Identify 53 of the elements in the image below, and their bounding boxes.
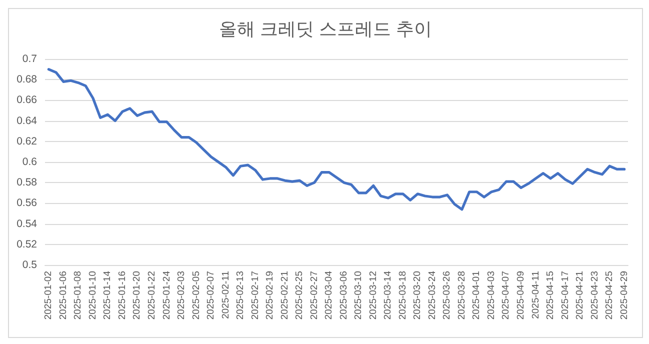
x-tick-label: 2025-03-14 xyxy=(382,271,394,320)
x-tick-label: 2025-03-28 xyxy=(456,271,468,320)
x-tick-label: 2025-03-10 xyxy=(353,271,364,320)
x-tick-label: 2025-03-20 xyxy=(412,271,424,320)
x-tick-label: 2025-04-11 xyxy=(530,271,542,319)
x-tick-label: 2025-04-07 xyxy=(500,271,512,320)
y-tick-label: 0.66 xyxy=(16,94,38,106)
x-tick-label: 2025-04-15 xyxy=(545,271,556,320)
x-tick-label: 2025-02-11 xyxy=(220,271,232,319)
x-tick-label: 2025-01-14 xyxy=(102,271,114,320)
x-tick-label: 2025-04-21 xyxy=(574,271,586,320)
x-tick-label: 2025-03-06 xyxy=(338,271,350,320)
x-tick-label: 2025-04-01 xyxy=(471,271,482,320)
x-tick-label: 2025-03-24 xyxy=(426,271,438,320)
x-tick-label: 2025-03-12 xyxy=(368,271,379,320)
x-tick-label: 2025-03-04 xyxy=(324,271,335,320)
x-tick-label: 2025-04-29 xyxy=(618,271,630,320)
y-tick-label: 0.68 xyxy=(16,74,38,86)
x-tick-label: 2025-03-18 xyxy=(397,271,408,320)
y-tick-label: 0.64 xyxy=(16,114,38,127)
y-tick-label: 0.5 xyxy=(22,259,38,271)
x-tick-label: 2025-04-25 xyxy=(604,271,616,320)
x-tick-label: 2025-01-16 xyxy=(116,271,128,320)
x-tick-label: 2025-04-17 xyxy=(560,271,571,320)
x-tick-label: 2025-02-17 xyxy=(250,271,261,320)
x-tick-label: 2025-02-13 xyxy=(235,271,246,320)
x-tick-label: 2025-02-03 xyxy=(176,271,188,320)
x-tick-label: 2025-01-02 xyxy=(43,271,54,320)
x-tick-label: 2025-02-05 xyxy=(190,271,202,320)
y-tick-label: 0.7 xyxy=(22,53,38,65)
x-tick-label: 2025-04-03 xyxy=(486,271,497,320)
x-tick-label: 2025-01-20 xyxy=(132,271,143,320)
x-tick-label: 2025-02-19 xyxy=(264,271,276,320)
y-tick-label: 0.62 xyxy=(16,135,38,148)
x-tick-label: 2025-01-22 xyxy=(146,271,158,320)
x-tick-label: 2025-04-09 xyxy=(515,271,526,320)
y-tick-label: 0.52 xyxy=(16,238,38,250)
x-tick-label: 2025-01-08 xyxy=(72,271,84,320)
x-tick-label: 2025-02-27 xyxy=(308,271,320,320)
x-tick-label: 2025-01-24 xyxy=(161,271,172,320)
y-tick-label: 0.56 xyxy=(16,197,38,210)
x-tick-label: 2025-02-25 xyxy=(294,271,306,320)
y-tick-label: 0.54 xyxy=(16,218,38,230)
y-tick-label: 0.6 xyxy=(22,156,38,168)
x-tick-label: 2025-02-21 xyxy=(279,271,290,320)
x-tick-label: 2025-03-26 xyxy=(442,271,453,320)
chart-title: 올해 크레딧 스프레드 추이 xyxy=(218,19,432,39)
x-tick-label: 2025-01-10 xyxy=(87,271,98,320)
x-tick-label: 2025-02-07 xyxy=(206,271,217,320)
line-series xyxy=(47,68,626,211)
y-tick-label: 0.58 xyxy=(16,176,38,189)
x-tick-label: 2025-04-23 xyxy=(589,271,600,320)
x-tick-label: 2025-01-06 xyxy=(58,271,69,320)
